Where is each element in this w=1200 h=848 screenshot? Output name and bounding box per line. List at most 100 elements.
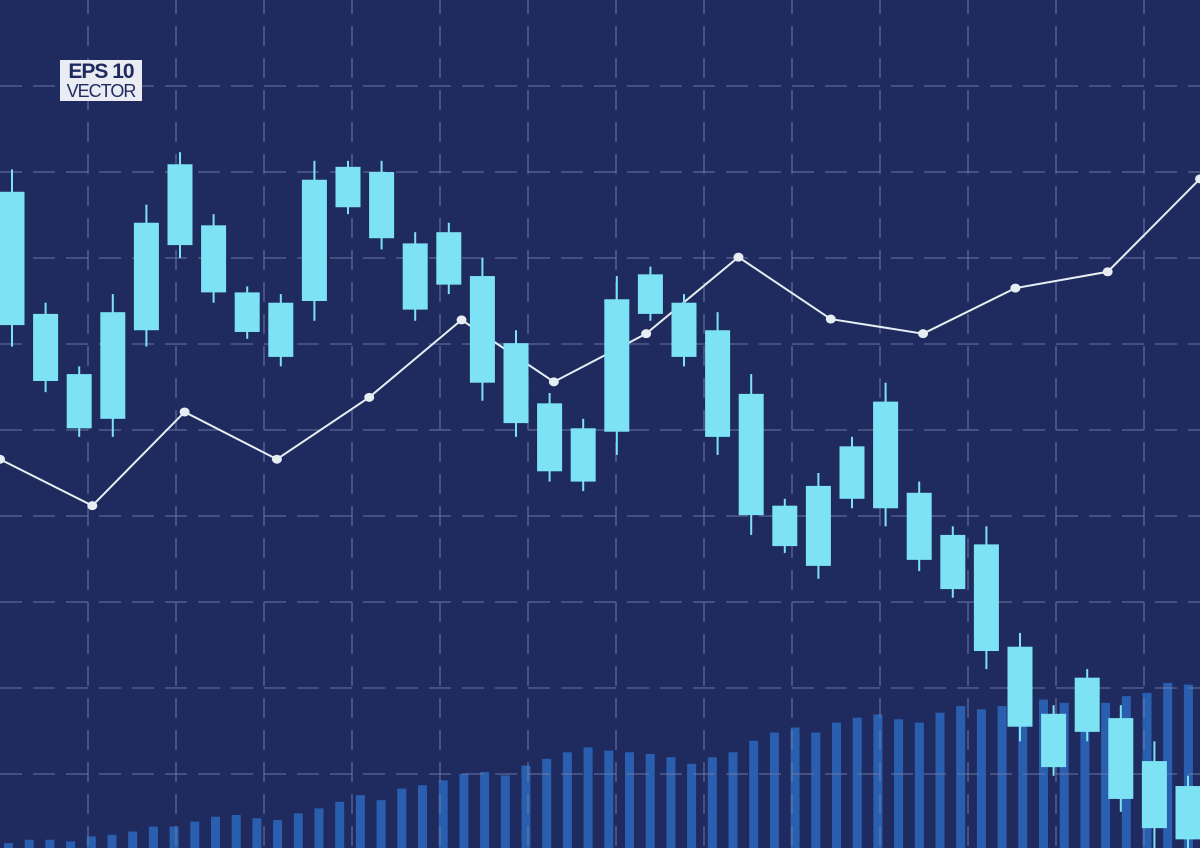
trend-line-point <box>456 315 467 325</box>
candlestick <box>637 266 663 321</box>
candle-body <box>671 302 697 357</box>
candle-body <box>33 313 59 381</box>
candlestick <box>503 330 529 437</box>
volume-bar <box>562 752 572 848</box>
candle-body <box>1007 646 1033 727</box>
candle-body <box>100 312 126 419</box>
volume-bar <box>252 818 262 848</box>
candle-body <box>268 302 294 357</box>
candlestick <box>906 481 932 572</box>
volume-bar <box>790 727 800 848</box>
trend-line-point <box>1010 283 1021 293</box>
volume-bar <box>45 839 55 848</box>
candlestick <box>234 286 260 339</box>
badge-line-1: EPS 10 <box>68 60 134 83</box>
volume-bar <box>128 831 138 848</box>
candle-body <box>133 222 159 331</box>
volume-bar <box>376 800 386 848</box>
candle-body <box>637 274 663 314</box>
volume-bar <box>521 765 531 848</box>
volume-bar <box>480 772 490 848</box>
volume-bar <box>397 788 407 848</box>
volume-bar <box>500 775 510 848</box>
candle-body <box>436 232 462 285</box>
volume-bar <box>1183 684 1193 848</box>
volume-bar <box>273 819 283 848</box>
candlestick <box>33 302 59 393</box>
candlestick <box>100 294 126 437</box>
trend-line-point <box>87 501 98 511</box>
volume-bar <box>169 826 179 848</box>
volume-bar <box>4 843 13 848</box>
volume-bar <box>1080 699 1090 848</box>
volume-bar <box>956 706 966 848</box>
candlestick <box>604 276 630 455</box>
candlestick <box>335 160 361 215</box>
volume-bar <box>211 816 220 848</box>
candlestick <box>1141 741 1167 848</box>
candlestick <box>0 169 25 347</box>
candlestick <box>167 152 193 258</box>
candle-body <box>873 401 899 509</box>
volume-bar <box>645 753 655 848</box>
volume-bar <box>687 763 697 848</box>
candle-body <box>234 292 260 332</box>
candlestick <box>772 498 798 553</box>
volume-bar <box>542 758 552 848</box>
volume-bars <box>4 683 1193 848</box>
volume-bar <box>148 826 158 848</box>
volume-bar <box>935 712 945 848</box>
candlestick <box>1007 632 1033 742</box>
volume-bar <box>811 732 821 848</box>
candlestick <box>873 382 899 527</box>
candle-body <box>335 166 361 208</box>
trend-line-point <box>0 454 5 464</box>
candle-body <box>201 225 227 293</box>
candlestick <box>671 294 697 367</box>
volume-bar <box>832 722 841 848</box>
candlestick <box>268 294 294 367</box>
volume-bar <box>86 836 96 848</box>
candlestick <box>133 204 159 347</box>
candle-body <box>167 164 193 246</box>
candle-body <box>301 179 327 301</box>
volume-bar <box>1163 683 1173 848</box>
candle-body <box>369 172 395 239</box>
volume-bar <box>604 750 614 848</box>
trend-line-path <box>0 178 1200 507</box>
candle-body <box>1175 786 1200 840</box>
candle-body <box>1108 718 1134 799</box>
trend-line-point <box>179 407 190 417</box>
trend-line <box>0 174 1200 511</box>
volume-bar <box>314 808 324 848</box>
volume-bar <box>355 795 365 848</box>
volume-bar <box>625 752 634 848</box>
volume-bar <box>293 813 303 848</box>
candlestick <box>1041 705 1067 776</box>
candlestick <box>805 473 831 579</box>
volume-bar <box>769 732 779 848</box>
candle-body <box>537 403 563 472</box>
volume-bar <box>666 757 676 848</box>
candlestick <box>973 526 999 670</box>
trend-line-point <box>918 329 929 339</box>
volume-bar <box>1018 702 1028 848</box>
candle-body <box>604 299 630 432</box>
volume-bar <box>852 717 862 848</box>
candle-body <box>503 343 529 424</box>
candle-body <box>772 505 798 547</box>
candlestick <box>301 160 327 321</box>
volume-bar <box>107 834 117 848</box>
candle-body <box>402 243 428 310</box>
candle-body <box>805 485 831 566</box>
volume-bar <box>335 801 345 848</box>
volume-bar <box>190 821 200 848</box>
volume-bar <box>976 709 986 848</box>
candle-body <box>570 428 596 482</box>
candlestick <box>940 526 966 598</box>
candle-body <box>1074 677 1100 732</box>
candle-body <box>1141 761 1167 829</box>
volume-bar <box>894 719 904 848</box>
trend-line-point <box>641 329 652 339</box>
